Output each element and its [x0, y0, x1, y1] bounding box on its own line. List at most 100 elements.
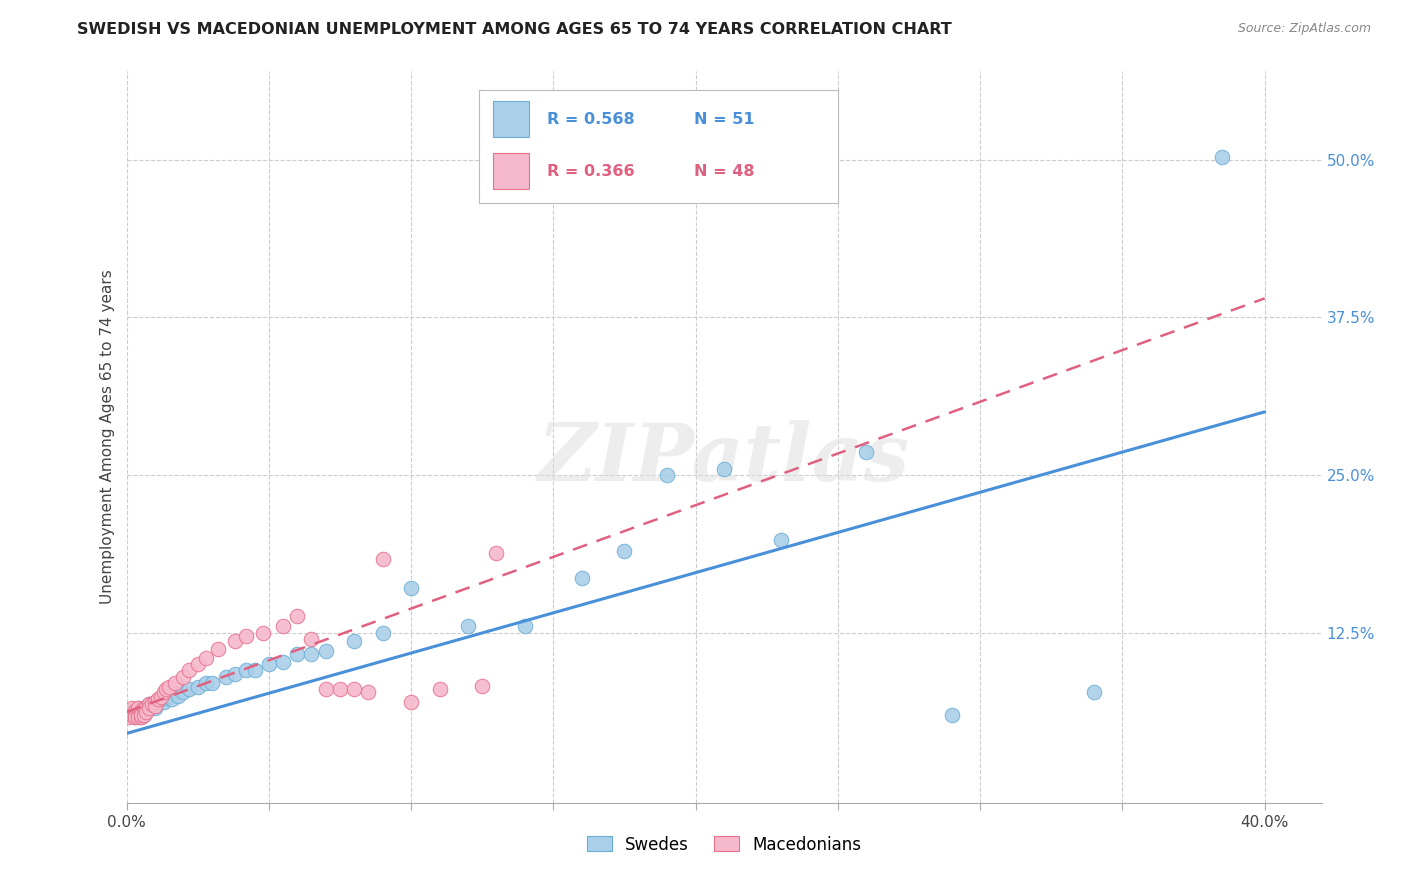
Text: SWEDISH VS MACEDONIAN UNEMPLOYMENT AMONG AGES 65 TO 74 YEARS CORRELATION CHART: SWEDISH VS MACEDONIAN UNEMPLOYMENT AMONG…	[77, 22, 952, 37]
Point	[141, 698, 163, 712]
Point	[146, 695, 169, 709]
Point	[124, 710, 146, 724]
Point	[155, 691, 177, 706]
Point	[315, 682, 337, 697]
Point	[201, 676, 224, 690]
Point	[172, 685, 194, 699]
Point	[135, 705, 157, 719]
Point	[132, 701, 155, 715]
Point	[285, 609, 308, 624]
Point	[429, 682, 451, 697]
Point	[143, 701, 166, 715]
Point	[252, 625, 274, 640]
Legend: Swedes, Macedonians: Swedes, Macedonians	[581, 829, 868, 860]
Point	[129, 707, 152, 722]
Point	[187, 680, 209, 694]
Point	[143, 698, 166, 713]
Point	[129, 704, 152, 718]
Point	[657, 467, 679, 482]
Point	[329, 682, 352, 697]
Point	[124, 704, 146, 718]
Point	[143, 695, 166, 709]
Point	[713, 461, 735, 475]
Point	[132, 707, 155, 722]
Point	[613, 543, 636, 558]
Point	[135, 704, 157, 718]
Point	[271, 655, 294, 669]
Point	[343, 682, 366, 697]
Point	[1211, 150, 1233, 164]
Point	[127, 707, 149, 722]
Point	[301, 647, 323, 661]
Point	[121, 707, 143, 722]
Point	[127, 701, 149, 715]
Point	[207, 642, 229, 657]
Point	[149, 690, 172, 704]
Point	[343, 634, 366, 648]
Point	[132, 707, 155, 722]
Point	[371, 552, 394, 566]
Point	[127, 710, 149, 724]
Point	[271, 619, 294, 633]
Point	[160, 692, 183, 706]
Point	[152, 685, 174, 699]
Point	[513, 619, 536, 633]
Point	[127, 707, 149, 722]
Point	[135, 701, 157, 715]
Point	[118, 707, 141, 722]
Point	[138, 701, 160, 715]
Point	[179, 664, 201, 678]
Point	[152, 695, 174, 709]
Point	[146, 692, 169, 706]
Point	[118, 710, 141, 724]
Point	[224, 634, 246, 648]
Point	[121, 701, 143, 715]
Point	[1083, 685, 1105, 699]
Point	[187, 657, 209, 671]
Point	[235, 629, 257, 643]
Point	[124, 704, 146, 718]
Point	[257, 657, 280, 671]
Point	[471, 679, 494, 693]
Point	[149, 692, 172, 706]
Point	[224, 667, 246, 681]
Point	[457, 619, 479, 633]
Point	[129, 710, 152, 724]
Point	[769, 533, 792, 548]
Point	[124, 710, 146, 724]
Point	[301, 632, 323, 646]
Point	[138, 698, 160, 712]
Point	[129, 704, 152, 718]
Point	[215, 670, 238, 684]
Point	[243, 664, 266, 678]
Point	[155, 682, 177, 697]
Point	[127, 701, 149, 715]
Point	[163, 676, 186, 690]
Point	[121, 707, 143, 722]
Point	[143, 698, 166, 712]
Point	[195, 676, 218, 690]
Point	[399, 695, 422, 709]
Point	[138, 698, 160, 712]
Point	[195, 650, 218, 665]
Point	[141, 700, 163, 714]
Point	[166, 689, 188, 703]
Point	[285, 647, 308, 661]
Point	[399, 582, 422, 596]
Point	[941, 707, 963, 722]
Point	[235, 664, 257, 678]
Point	[855, 445, 877, 459]
Point	[132, 701, 155, 715]
Point	[135, 701, 157, 715]
Point	[124, 707, 146, 722]
Text: Source: ZipAtlas.com: Source: ZipAtlas.com	[1237, 22, 1371, 36]
Point	[485, 546, 508, 560]
Point	[172, 670, 194, 684]
Y-axis label: Unemployment Among Ages 65 to 74 years: Unemployment Among Ages 65 to 74 years	[100, 269, 115, 605]
Point	[129, 710, 152, 724]
Point	[157, 689, 180, 703]
Point	[157, 680, 180, 694]
Point	[118, 705, 141, 719]
Point	[357, 685, 380, 699]
Text: ZIPatlas: ZIPatlas	[538, 420, 910, 498]
